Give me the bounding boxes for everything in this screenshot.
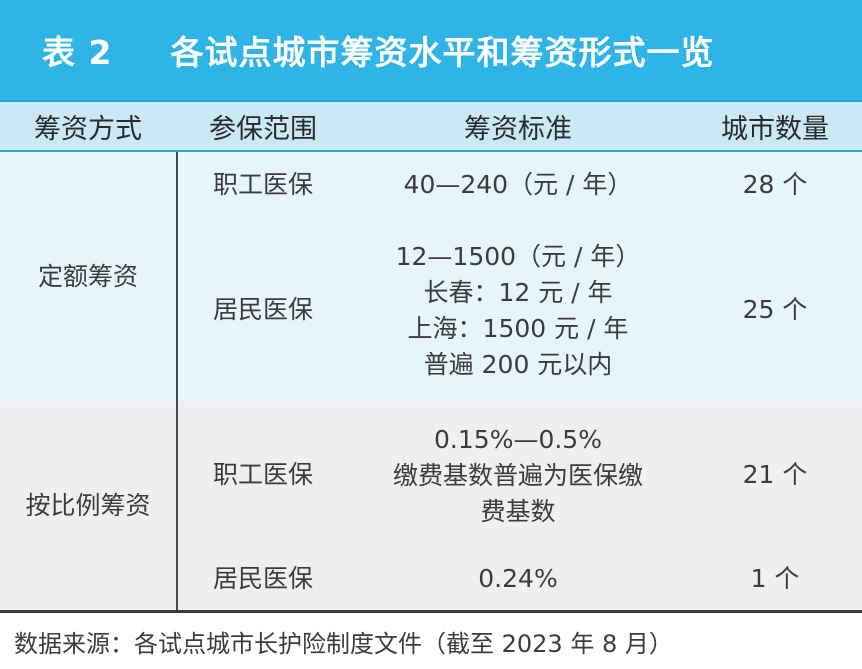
table-bottom-rule xyxy=(0,610,862,613)
header-count: 城市数量 xyxy=(721,113,829,145)
row-3-standard-line-2: 缴费基数普遍为医保缴 xyxy=(392,461,643,490)
data-source-note: 数据来源：各试点城市长护险制度文件（截至 2023 年 8 月） xyxy=(14,630,673,658)
row-3-standard: 0.15%—0.5% 缴费基数普遍为医保缴 费基数 xyxy=(348,416,688,536)
row-4-count: 1 个 xyxy=(750,564,800,593)
row-2-standard-line-3: 上海：1500 元 / 年 xyxy=(407,314,629,343)
row-1-standard: 40—240（元 / 年） xyxy=(348,152,688,218)
row-2-scope: 居民医保 xyxy=(212,295,313,324)
group-method-fixed: 定额筹资 xyxy=(37,262,138,291)
group-proportional: 按比例筹资 职工医保 0.15%—0.5% 缴费基数普遍为医保缴 费基数 21 … xyxy=(0,402,862,610)
row-1-count: 28 个 xyxy=(742,170,808,199)
header-method: 筹资方式 xyxy=(34,113,142,145)
table-title: 表 2 各试点城市筹资水平和筹资形式一览 xyxy=(0,0,862,100)
row-2-standard-line-1: 12—1500（元 / 年） xyxy=(395,242,641,271)
header-scope: 参保范围 xyxy=(209,113,317,145)
row-2-standard: 12—1500（元 / 年） 长春：12 元 / 年 上海：1500 元 / 年… xyxy=(348,230,688,392)
table-title-text: 各试点城市筹资水平和筹资形式一览 xyxy=(170,33,715,72)
group-method-proportional: 按比例筹资 xyxy=(25,491,151,520)
row-3-standard-line-3: 费基数 xyxy=(480,497,556,526)
table-header-row: 筹资方式 参保范围 筹资标准 城市数量 xyxy=(0,100,862,152)
row-4-standard-line-1: 0.24% xyxy=(478,564,558,593)
row-4-standard: 0.24% xyxy=(348,548,688,610)
row-3-standard-line-1: 0.15%—0.5% xyxy=(434,425,602,454)
row-2-standard-line-4: 普遍 200 元以内 xyxy=(423,350,613,379)
row-2-standard-line-2: 长春：12 元 / 年 xyxy=(423,278,613,307)
table-number: 表 2 xyxy=(42,33,113,72)
group-fixed-amount: 定额筹资 职工医保 40—240（元 / 年） 28 个 居民医保 12—150… xyxy=(0,152,862,402)
row-3-count: 21 个 xyxy=(742,460,808,489)
header-standard: 筹资标准 xyxy=(464,113,572,145)
column-divider xyxy=(176,152,178,610)
row-2-count: 25 个 xyxy=(742,295,808,324)
row-4-scope: 居民医保 xyxy=(212,564,313,593)
row-3-scope: 职工医保 xyxy=(212,460,313,489)
row-1-standard-line-1: 40—240（元 / 年） xyxy=(403,170,633,199)
row-1-scope: 职工医保 xyxy=(212,170,313,199)
